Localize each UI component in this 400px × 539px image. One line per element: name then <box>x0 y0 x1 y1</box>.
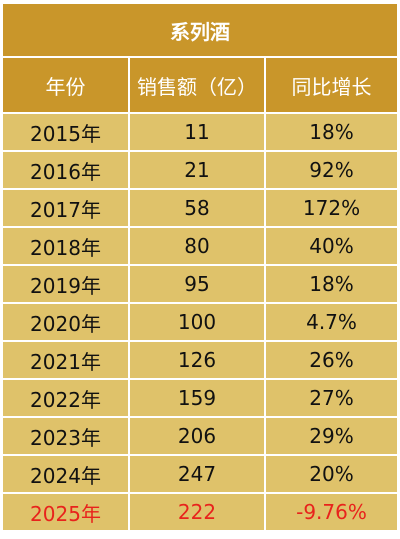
growth-cell: 26% <box>264 340 397 380</box>
year-cell: 2021年 <box>3 340 130 380</box>
sales-cell: 247 <box>128 454 266 494</box>
table-row: 2024年 247 20% <box>3 454 397 494</box>
growth-cell: 20% <box>264 454 397 494</box>
table-row: 2020年 100 4.7% <box>3 302 397 342</box>
sales-cell: 21 <box>128 150 266 190</box>
sales-cell: 80 <box>128 226 266 266</box>
sales-cell: 222 <box>128 492 266 530</box>
column-header-growth: 同比增长 <box>264 58 397 114</box>
table-body: 2015年 11 18% 2016年 21 92% 2017年 58 172% 2018年 80 40… <box>3 112 397 530</box>
year-cell: 2018年 <box>3 226 130 266</box>
growth-cell: 172% <box>264 188 397 228</box>
sales-cell: 126 <box>128 340 266 380</box>
table-row: 2022年 159 27% <box>3 378 397 418</box>
growth-cell: 29% <box>264 416 397 456</box>
table-title: 系列酒 <box>3 4 397 58</box>
sales-cell: 159 <box>128 378 266 418</box>
growth-cell: 40% <box>264 226 397 266</box>
table-row: 2015年 11 18% <box>3 112 397 152</box>
year-cell: 2025年 <box>3 492 130 530</box>
year-cell: 2020年 <box>3 302 130 342</box>
year-cell: 2022年 <box>3 378 130 418</box>
growth-cell: 18% <box>264 112 397 152</box>
growth-cell: 4.7% <box>264 302 397 342</box>
table-row: 2016年 21 92% <box>3 150 397 190</box>
year-cell: 2015年 <box>3 112 130 152</box>
table-row: 2025年 222 -9.76% <box>3 492 397 530</box>
column-header-year: 年份 <box>3 58 130 114</box>
sales-cell: 100 <box>128 302 266 342</box>
table-row: 2017年 58 172% <box>3 188 397 228</box>
year-cell: 2024年 <box>3 454 130 494</box>
header-row: 年份 销售额（亿） 同比增长 <box>3 58 397 114</box>
sales-cell: 11 <box>128 112 266 152</box>
year-cell: 2016年 <box>3 150 130 190</box>
year-cell: 2017年 <box>3 188 130 228</box>
growth-cell: 18% <box>264 264 397 304</box>
table-row: 2019年 95 18% <box>3 264 397 304</box>
data-table-container: 系列酒 年份 销售额（亿） 同比增长 2015年 11 18% 2016年 21 92% 2… <box>3 4 397 534</box>
growth-cell: 27% <box>264 378 397 418</box>
sales-cell: 58 <box>128 188 266 228</box>
year-cell: 2019年 <box>3 264 130 304</box>
year-cell: 2023年 <box>3 416 130 456</box>
table-row: 2018年 80 40% <box>3 226 397 266</box>
sales-table: 年份 销售额（亿） 同比增长 2015年 11 18% 2016年 21 92% 2017年… <box>3 58 397 530</box>
growth-cell: 92% <box>264 150 397 190</box>
growth-cell: -9.76% <box>264 492 397 530</box>
column-header-sales: 销售额（亿） <box>128 58 266 114</box>
table-row: 2021年 126 26% <box>3 340 397 380</box>
sales-cell: 95 <box>128 264 266 304</box>
sales-cell: 206 <box>128 416 266 456</box>
table-row: 2023年 206 29% <box>3 416 397 456</box>
